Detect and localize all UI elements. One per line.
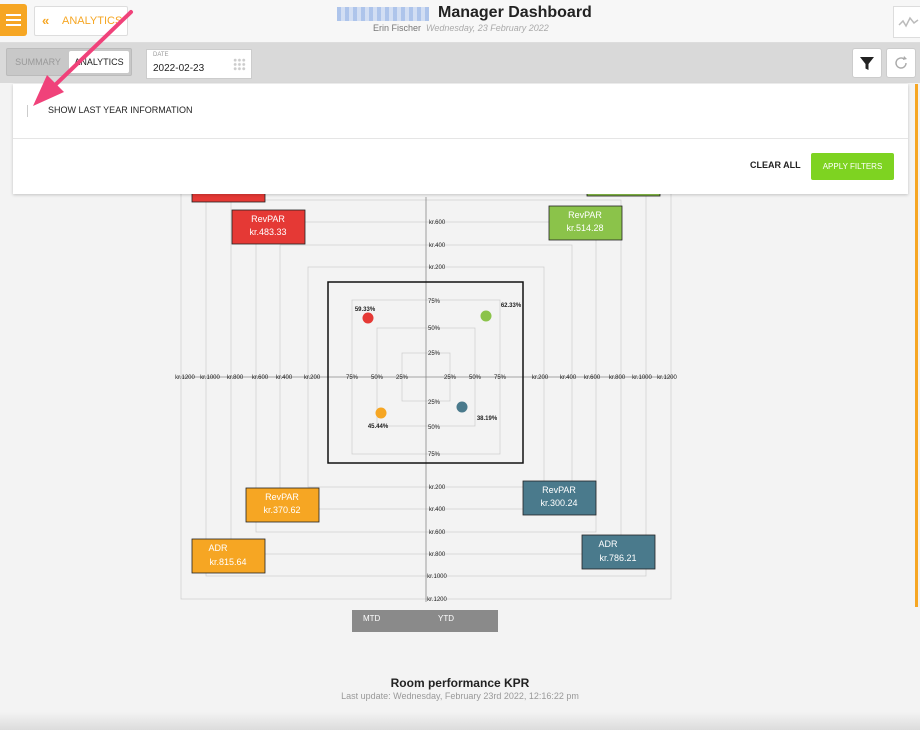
- tick-label-percent-bottom: 75%: [428, 452, 441, 458]
- tick-label-percent-left: 75%: [346, 375, 359, 381]
- tick-label-currency-left: kr.200: [304, 375, 321, 381]
- tick-label-currency-left: kr.1000: [200, 375, 220, 381]
- date-value: 2022-02-23: [153, 63, 205, 74]
- tick-label-percent-top: 25%: [428, 351, 441, 357]
- occupancy-label: 38.19%: [477, 416, 498, 422]
- menu-button[interactable]: [0, 4, 27, 36]
- adr-value: kr.786.21: [599, 553, 636, 563]
- tick-label-currency-top: kr.600: [429, 220, 446, 226]
- occupancy-point: [375, 407, 387, 419]
- revpar-value: kr.514.28: [566, 223, 603, 233]
- revpar-label: RevPAR: [251, 214, 285, 224]
- revpar-box: [522, 480, 597, 516]
- tab-summary[interactable]: SUMMARY: [15, 57, 61, 67]
- filter-icon: [860, 57, 874, 70]
- revpar-box: [231, 209, 306, 245]
- tick-label-currency-left: kr.1200: [175, 375, 195, 381]
- tick-label-currency-right: kr.1000: [632, 375, 652, 381]
- user-name: Erin Fischer: [373, 23, 422, 33]
- tick-label-currency-right: kr.1200: [657, 375, 677, 381]
- tick-label-percent-left: 50%: [371, 375, 384, 381]
- revpar-value: kr.300.24: [540, 498, 577, 508]
- tick-label-currency-left: kr.400: [276, 375, 293, 381]
- adr-box: [191, 538, 266, 574]
- occupancy-label: 59.33%: [355, 307, 376, 313]
- filter-button[interactable]: [852, 48, 882, 78]
- tick-label-percent-right: 25%: [444, 375, 457, 381]
- tick-label-currency-right: kr.400: [560, 375, 577, 381]
- tick-label-currency-top: kr.200: [429, 265, 446, 271]
- tick-label-percent-top: 50%: [428, 326, 441, 332]
- back-button-label: ANALYTICS: [62, 15, 123, 27]
- occupancy-point: [362, 312, 374, 324]
- activity-button[interactable]: [893, 6, 920, 38]
- refresh-button[interactable]: [886, 48, 916, 78]
- tick-label-currency-bottom: kr.1200: [427, 597, 447, 603]
- revpar-box: [548, 205, 623, 241]
- tick-label-percent-right: 75%: [494, 375, 507, 381]
- revpar-value: kr.483.33: [249, 227, 286, 237]
- bottom-shadow: [0, 712, 920, 730]
- back-button[interactable]: « ANALYTICS: [34, 6, 128, 36]
- occupancy-frame: [327, 281, 524, 464]
- tab-ytd[interactable]: YTD: [438, 614, 454, 623]
- tick-label-currency-bottom: kr.800: [429, 552, 446, 558]
- tick-label-percent-top: 75%: [428, 299, 441, 305]
- toolbar: SUMMARY ANALYTICS DATE 2022-02-23: [0, 43, 920, 83]
- tick-label-currency-bottom: kr.600: [429, 530, 446, 536]
- tick-label-percent-bottom: 50%: [428, 425, 441, 431]
- tick-label-currency-bottom: kr.1000: [427, 574, 447, 580]
- adr-label: ADR: [208, 543, 228, 553]
- apply-filters-button[interactable]: APPLY FILTERS: [811, 153, 894, 180]
- occupancy-label: 62.33%: [501, 303, 522, 309]
- tick-label-percent-right: 50%: [469, 375, 482, 381]
- filter-panel: SHOW LAST YEAR INFORMATION CLEAR ALL APP…: [13, 84, 908, 194]
- chart-title: Room performance KPR: [390, 676, 530, 690]
- tick-label-currency-right: kr.200: [532, 375, 549, 381]
- header-date: Wednesday, 23 February 2022: [426, 23, 549, 33]
- refresh-icon: [895, 56, 907, 69]
- tick-label-currency-top: kr.400: [429, 243, 446, 249]
- date-picker[interactable]: DATE 2022-02-23: [146, 49, 252, 79]
- revpar-label: RevPAR: [542, 485, 576, 495]
- clear-all-button[interactable]: CLEAR ALL: [750, 160, 801, 170]
- chart-grid: [178, 154, 674, 602]
- chart-tick-labels: kr.200 kr.200 kr.400 kr.400 kr.600 kr.600 kr.8…: [175, 220, 677, 603]
- adr-value: kr.815.64: [209, 557, 246, 567]
- tick-label-currency-right: kr.600: [584, 375, 601, 381]
- adr-box: [581, 534, 656, 570]
- double-chevron-left-icon: «: [42, 13, 50, 28]
- tick-label-currency-bottom: kr.200: [429, 485, 446, 491]
- activity-icon: [898, 16, 919, 28]
- top-bar: « ANALYTICS Manager Dashboard Erin Fisch…: [0, 0, 920, 43]
- show-last-year-label[interactable]: SHOW LAST YEAR INFORMATION: [48, 105, 193, 115]
- occupancy-point: [456, 401, 468, 413]
- adr-label: ADR: [598, 539, 618, 549]
- page-subtitle: Erin Fischer Wednesday, 23 February 2022: [373, 23, 549, 33]
- tick-label-currency-bottom: kr.400: [429, 507, 446, 513]
- tick-label-currency-right: kr.800: [609, 375, 626, 381]
- occupancy-label: 45.44%: [368, 424, 389, 430]
- show-last-year-checkbox[interactable]: [27, 105, 28, 117]
- page-title: Manager Dashboard: [438, 4, 592, 21]
- panel-divider: [13, 138, 908, 139]
- calendar-grid-icon: [233, 58, 246, 71]
- tab-mtd[interactable]: MTD: [363, 614, 381, 623]
- hotel-name-redacted: [337, 7, 429, 21]
- tick-label-currency-left: kr.600: [252, 375, 269, 381]
- revpar-value: kr.370.62: [263, 505, 300, 515]
- revpar-label: RevPAR: [265, 492, 299, 502]
- tick-label-percent-left: 25%: [396, 375, 409, 381]
- view-switch: SUMMARY ANALYTICS: [6, 48, 132, 76]
- tick-label-percent-bottom: 25%: [428, 400, 441, 406]
- scrollbar[interactable]: [915, 84, 918, 607]
- revpar-box: [245, 487, 320, 523]
- last-update: Last update: Wednesday, February 23rd 20…: [341, 691, 579, 701]
- revpar-label: RevPAR: [568, 210, 602, 220]
- tick-label-currency-left: kr.800: [227, 375, 244, 381]
- occupancy-point: [480, 310, 492, 322]
- date-label: DATE: [153, 52, 169, 58]
- period-switch: MTD YTD: [352, 610, 498, 632]
